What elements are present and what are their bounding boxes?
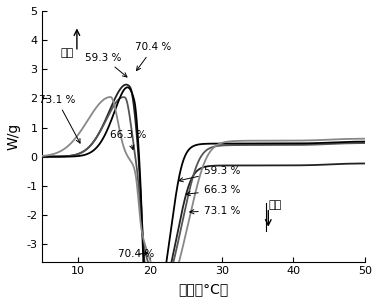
Text: 59.3 %: 59.3 %	[85, 52, 127, 77]
Text: 70.4 %: 70.4 %	[135, 42, 172, 71]
Text: 73.1 %: 73.1 %	[190, 205, 240, 215]
Y-axis label: W/g: W/g	[7, 123, 21, 150]
X-axis label: 温度（°C）: 温度（°C）	[179, 282, 229, 296]
Text: 73.1 %: 73.1 %	[39, 95, 80, 143]
Text: 59.3 %: 59.3 %	[179, 166, 240, 182]
Text: 70.4 %: 70.4 %	[117, 249, 154, 259]
Text: 吸热: 吸热	[268, 200, 282, 210]
Text: 66.3 %: 66.3 %	[186, 185, 240, 196]
Text: 66.3 %: 66.3 %	[110, 130, 147, 149]
Text: 放热: 放热	[60, 48, 74, 58]
